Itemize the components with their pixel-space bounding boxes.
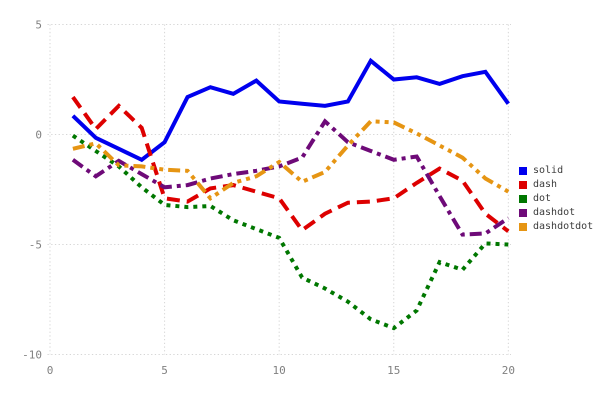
y-tick-label: -5 <box>29 239 42 252</box>
legend-label: solid <box>533 165 564 176</box>
x-tick-label: 10 <box>273 364 286 377</box>
legend-label: dashdot <box>533 207 576 218</box>
y-tick-label: 0 <box>35 129 42 142</box>
x-tick-label: 5 <box>161 364 168 377</box>
x-tick-label: 15 <box>387 364 400 377</box>
legend-item-dot: dot <box>519 192 593 206</box>
legend-label: dash <box>533 179 558 190</box>
x-tick-label: 20 <box>502 364 515 377</box>
y-tick-label: -10 <box>22 349 42 362</box>
series-line-dashdot <box>71 118 510 237</box>
legend-swatch-solid <box>519 167 527 175</box>
series-line-dot <box>71 133 509 331</box>
legend-label: dashdotdot <box>533 221 594 232</box>
legend: solid dash dot dashdot dashdotdot <box>519 164 593 234</box>
legend-swatch-dash <box>519 181 527 189</box>
legend-item-dashdot: dashdot <box>519 206 593 220</box>
x-tick-label: 0 <box>47 364 54 377</box>
legend-item-dash: dash <box>519 178 593 192</box>
series-line-dashdotdot <box>72 119 510 201</box>
legend-item-dashdotdot: dashdotdot <box>519 220 593 234</box>
series-line-solid <box>71 57 510 163</box>
legend-swatch-dot <box>519 195 527 203</box>
legend-label: dot <box>533 193 552 204</box>
series-line-dash <box>71 95 510 233</box>
legend-item-solid: solid <box>519 164 593 178</box>
y-tick-label: 5 <box>35 19 42 32</box>
legend-swatch-dashdotdot <box>519 223 527 231</box>
legend-swatch-dashdot <box>519 209 527 217</box>
